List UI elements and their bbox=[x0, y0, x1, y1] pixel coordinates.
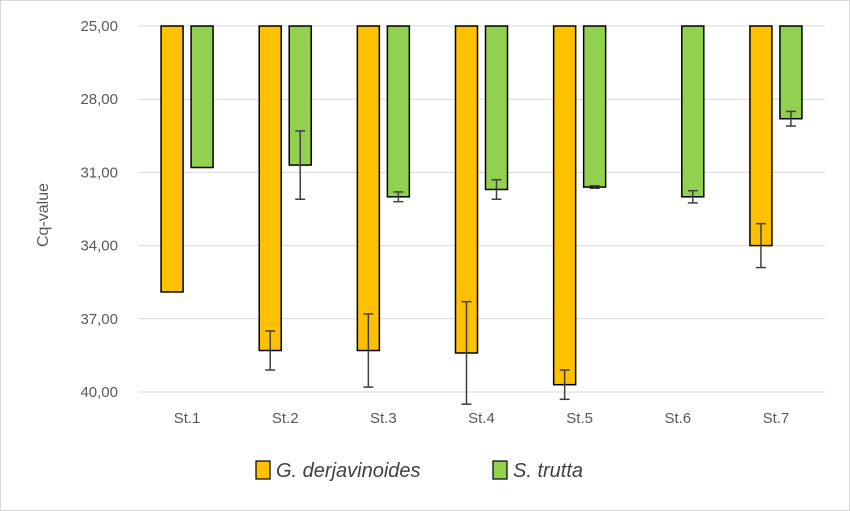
y-axis-ticks: 25,00 28,00 31,00 34,00 37,00 40,00 bbox=[80, 18, 118, 401]
grid-lines bbox=[138, 25, 825, 393]
bar-s-trutta-st7 bbox=[779, 25, 803, 120]
y-tick-label: 34,00 bbox=[80, 238, 118, 255]
x-tick-label: St.6 bbox=[664, 410, 691, 427]
x-tick-label: St.2 bbox=[272, 410, 299, 427]
x-tick-label: St.4 bbox=[468, 410, 495, 427]
y-axis-title: Cq-value bbox=[35, 183, 52, 247]
x-tick-label: St.1 bbox=[174, 410, 201, 427]
bar-g-derjavinoides-st3 bbox=[356, 25, 381, 352]
x-tick-label: St.7 bbox=[763, 410, 790, 427]
error-bars bbox=[265, 110, 796, 405]
bars bbox=[160, 25, 803, 386]
y-tick-label: 31,00 bbox=[80, 164, 118, 181]
legend: G. derjavinoides S. trutta bbox=[255, 460, 583, 482]
bar-s-trutta-st5 bbox=[582, 25, 607, 188]
bar-g-derjavinoides-st1 bbox=[160, 25, 184, 293]
bar-g-derjavinoides-st7 bbox=[749, 25, 773, 247]
legend-label-g-derjavinoides: G. derjavinoides bbox=[276, 460, 421, 482]
legend-label-s-trutta: S. trutta bbox=[513, 460, 583, 482]
y-tick-label: 28,00 bbox=[80, 91, 118, 108]
x-tick-label: St.3 bbox=[370, 410, 397, 427]
bar-s-trutta-st4 bbox=[484, 25, 509, 191]
legend-swatch-s-trutta bbox=[492, 460, 508, 480]
bar-s-trutta-st1 bbox=[190, 25, 214, 169]
legend-swatch-g-derjavinoides bbox=[255, 460, 271, 480]
y-tick-label: 40,00 bbox=[80, 384, 118, 401]
bar-s-trutta-st3 bbox=[386, 25, 411, 198]
bar-g-derjavinoides-st5 bbox=[552, 25, 577, 386]
y-tick-label: 37,00 bbox=[80, 311, 118, 328]
bar-s-trutta-st6 bbox=[681, 25, 705, 198]
x-tick-label: St.5 bbox=[566, 410, 593, 427]
y-tick-label: 25,00 bbox=[80, 18, 118, 35]
bar-g-derjavinoides-st2 bbox=[258, 25, 282, 352]
x-axis-ticks: St.1 St.2 St.3 St.4 St.5 St.6 St.7 bbox=[174, 410, 790, 427]
